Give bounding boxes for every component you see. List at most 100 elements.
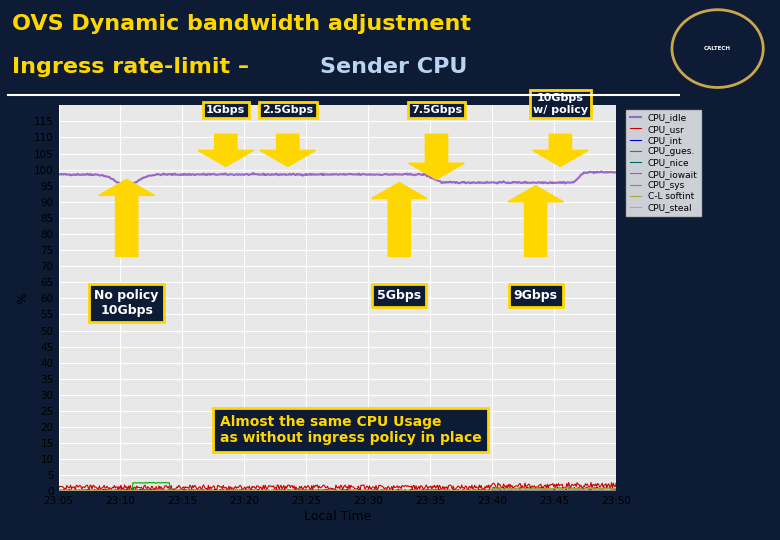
CPU_idle <box>198 172 207 178</box>
CPU_gues. <box>428 488 438 494</box>
CPU_nice <box>385 488 394 494</box>
CPU_sys <box>197 487 207 493</box>
CPU_idle <box>384 171 393 178</box>
Text: No policy
10Gbps: No policy 10Gbps <box>94 289 159 316</box>
C-L softint <box>384 488 393 494</box>
CPU_sys <box>427 487 437 493</box>
CPU_int <box>475 487 484 493</box>
CPU_nice <box>54 488 63 494</box>
Line: CPU_idle: CPU_idle <box>58 171 616 187</box>
C-L softint <box>583 484 593 491</box>
CPU_sys <box>475 487 484 494</box>
CPU_nice <box>307 488 317 494</box>
CPU_usr <box>475 482 484 488</box>
CPU_int <box>101 488 110 494</box>
C-L softint <box>306 488 315 494</box>
CPU_steal <box>612 488 621 495</box>
CPU_steal <box>55 488 65 495</box>
CPU_steal <box>385 488 394 495</box>
CPU_gues. <box>385 488 394 495</box>
CPU_idle <box>122 184 132 190</box>
CPU_int <box>154 488 163 494</box>
CPU_int <box>599 484 608 490</box>
CPU_idle <box>612 169 621 176</box>
CPU_steal <box>476 488 485 494</box>
CPU_int <box>384 487 393 494</box>
C-L softint <box>612 486 621 492</box>
CPU_steal <box>54 488 63 495</box>
CPU_sys <box>612 486 621 492</box>
Legend: CPU_idle, CPU_usr, CPU_int, CPU_gues., CPU_nice, CPU_iowait, CPU_sys, C-L softin: CPU_idle, CPU_usr, CPU_int, CPU_gues., C… <box>626 110 701 216</box>
CPU_idle <box>597 168 606 174</box>
CPU_usr <box>307 482 317 489</box>
Line: CPU_usr: CPU_usr <box>58 483 616 490</box>
CPU_sys <box>555 484 564 490</box>
CPU_gues. <box>54 488 63 494</box>
CPU_idle <box>154 171 163 178</box>
CPU_nice <box>197 488 207 494</box>
CPU_usr <box>427 486 437 492</box>
Y-axis label: %: % <box>16 292 30 305</box>
CPU_gues. <box>476 487 485 494</box>
CPU_gues. <box>307 488 317 494</box>
C-L softint <box>54 488 63 494</box>
CPU_gues. <box>149 479 158 485</box>
CPU_steal <box>428 488 438 494</box>
CPU_iowait <box>612 488 621 494</box>
FancyArrow shape <box>409 134 464 179</box>
Line: CPU_sys: CPU_sys <box>58 487 616 491</box>
Text: 5Gbps: 5Gbps <box>378 289 421 302</box>
Text: 7.5Gbps: 7.5Gbps <box>411 105 462 115</box>
CPU_iowait <box>426 488 435 495</box>
CPU_steal <box>198 488 207 495</box>
CPU_int <box>612 485 621 492</box>
CPU_gues. <box>612 488 621 494</box>
Text: 10Gbps
w/ policy: 10Gbps w/ policy <box>533 93 588 115</box>
C-L softint <box>197 488 207 494</box>
CPU_sys <box>382 488 392 494</box>
CPU_sys <box>153 487 162 493</box>
CPU_nice <box>612 488 621 495</box>
CPU_int <box>427 487 437 494</box>
CPU_gues. <box>381 488 390 495</box>
CPU_usr <box>612 480 621 487</box>
Line: CPU_int: CPU_int <box>58 487 616 491</box>
CPU_nice <box>252 488 261 494</box>
CPU_steal <box>154 488 163 495</box>
C-L softint <box>379 488 388 495</box>
Text: OVS Dynamic bandwidth adjustment: OVS Dynamic bandwidth adjustment <box>12 14 470 33</box>
CPU_int <box>307 487 317 493</box>
CPU_sys <box>54 487 63 493</box>
CPU_iowait <box>54 488 63 494</box>
CPU_int <box>54 487 63 494</box>
C-L softint <box>153 488 162 494</box>
CPU_nice <box>476 488 485 494</box>
CPU_iowait <box>495 488 504 494</box>
CPU_iowait <box>475 488 484 494</box>
CPU_idle <box>54 171 63 178</box>
CPU_idle <box>307 171 317 177</box>
Text: Ingress rate-limit –: Ingress rate-limit – <box>12 57 257 77</box>
FancyArrow shape <box>371 183 427 256</box>
CPU_usr <box>198 483 207 489</box>
CPU_sys <box>403 488 413 494</box>
CPU_steal <box>307 488 317 495</box>
CPU_nice <box>357 488 367 495</box>
FancyArrow shape <box>198 134 254 166</box>
FancyArrow shape <box>533 134 588 166</box>
CPU_steal <box>377 488 386 494</box>
CPU_nice <box>153 488 162 495</box>
Text: Sender CPU: Sender CPU <box>320 57 467 77</box>
Text: 9Gbps: 9Gbps <box>514 289 558 302</box>
CPU_idle <box>475 180 484 186</box>
Text: Almost the same CPU Usage
as without ingress policy in place: Almost the same CPU Usage as without ing… <box>220 415 481 445</box>
C-L softint <box>475 488 484 494</box>
FancyArrow shape <box>99 179 154 256</box>
Text: 2.5Gbps: 2.5Gbps <box>262 105 314 115</box>
Text: 1Gbps: 1Gbps <box>206 105 246 115</box>
CPU_iowait <box>197 488 207 494</box>
Text: CALTECH: CALTECH <box>704 46 731 51</box>
FancyArrow shape <box>508 186 563 256</box>
C-L softint <box>427 488 437 494</box>
CPU_usr <box>54 485 63 492</box>
